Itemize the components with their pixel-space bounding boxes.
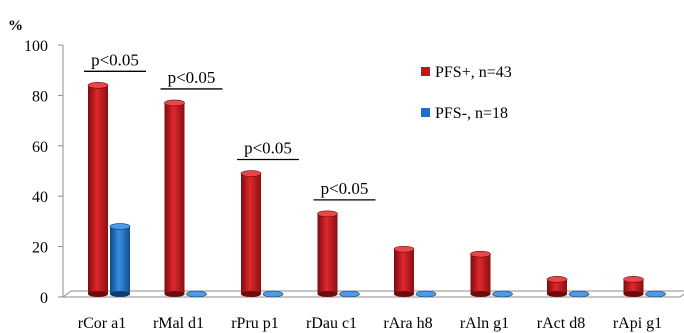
legend-label-pfs-plus: PFS+, n=43 xyxy=(435,64,512,81)
bar-pfs-plus xyxy=(393,245,415,297)
y-axis-unit-label: % xyxy=(8,18,23,34)
bar-pfs-plus xyxy=(623,276,644,297)
bar-pfs-plus xyxy=(240,170,262,297)
significance-label: p<0.05 xyxy=(91,50,139,69)
legend: PFS+, n=43 PFS-, n=18 xyxy=(421,64,512,122)
bars xyxy=(87,82,666,298)
bar-pfs-minus xyxy=(186,290,207,298)
significance-label: p<0.05 xyxy=(168,68,216,87)
bar-pfs-plus xyxy=(470,250,491,297)
bar-pfs-minus xyxy=(415,290,437,298)
bar-pfs-minus xyxy=(645,290,666,298)
y-tick-label: 100 xyxy=(24,38,48,55)
y-tick-label: 60 xyxy=(32,139,48,156)
bar-pfs-minus xyxy=(262,290,284,298)
x-tick-label: rAln g1 xyxy=(460,315,509,332)
y-tick-label: 0 xyxy=(40,290,48,307)
chart-floor xyxy=(61,290,684,298)
x-tick-label: rCor a1 xyxy=(78,315,126,332)
y-tick-label: 20 xyxy=(32,240,48,257)
x-tick-label: rAra h8 xyxy=(383,315,432,332)
bar-pfs-minus xyxy=(339,290,360,298)
bar-pfs-minus xyxy=(109,223,131,297)
x-tick-label: rApi g1 xyxy=(613,315,662,332)
bar-pfs-minus xyxy=(492,290,513,298)
legend-swatch-pfs-plus xyxy=(421,67,430,76)
significance-label: p<0.05 xyxy=(321,179,369,198)
x-tick-label: rAct d8 xyxy=(537,315,585,332)
x-tick-label: rDau c1 xyxy=(306,315,357,332)
y-tick-label: 40 xyxy=(32,189,48,206)
y-axis-ticks: 0 20 40 60 80 100 xyxy=(24,38,63,307)
legend-label-pfs-minus: PFS-, n=18 xyxy=(435,105,508,122)
bar-pfs-plus xyxy=(87,82,109,297)
bar-pfs-plus xyxy=(317,210,338,297)
significance-annotations: p<0.05 p<0.05 p<0.05 p<0.05 xyxy=(84,50,376,201)
bar-pfs-minus xyxy=(568,290,590,298)
x-tick-label: rMal d1 xyxy=(153,315,204,332)
legend-swatch-pfs-minus xyxy=(421,108,430,117)
significance-label: p<0.05 xyxy=(244,139,292,158)
x-axis-labels: rCor a1 rMal d1 rPru p1 rDau c1 rAra h8 rAln … xyxy=(78,315,662,332)
bar-pfs-plus xyxy=(164,99,185,297)
x-tick-label: rPru p1 xyxy=(231,315,279,332)
bar-pfs-plus xyxy=(546,276,568,297)
y-tick-label: 80 xyxy=(32,88,48,105)
axes xyxy=(61,45,684,298)
